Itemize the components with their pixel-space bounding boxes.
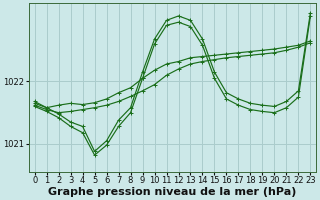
X-axis label: Graphe pression niveau de la mer (hPa): Graphe pression niveau de la mer (hPa) [48,187,297,197]
